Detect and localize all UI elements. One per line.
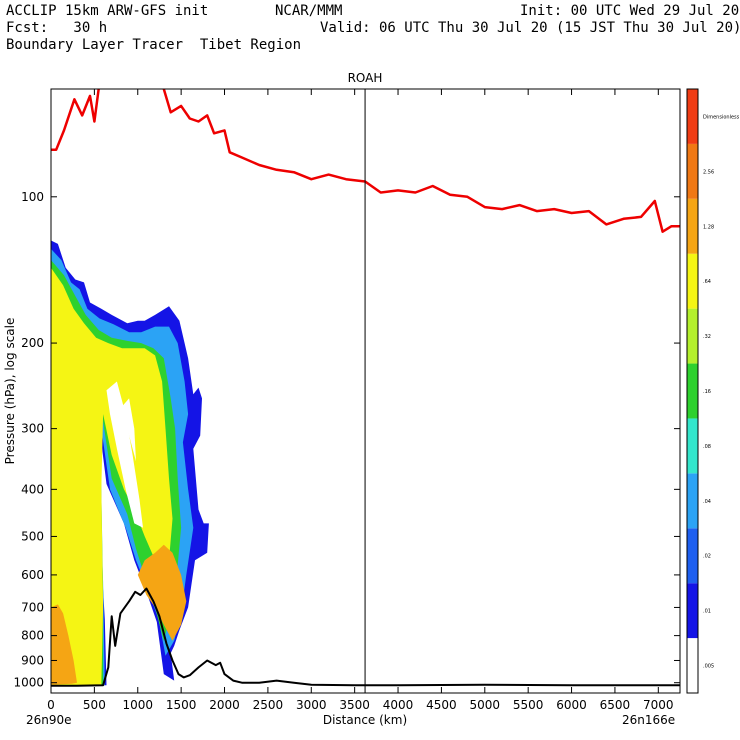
x-tick-label: 2000 [209, 698, 240, 712]
x-tick-label: 4000 [383, 698, 414, 712]
y-tick-label: 200 [21, 336, 44, 350]
x-tick-label: 6000 [556, 698, 587, 712]
field-name: Boundary Layer Tracer Tibet Region [6, 37, 302, 53]
x-tick-label: 3500 [339, 698, 370, 712]
tropopause-line [51, 89, 680, 233]
x-left-endpoint-label: 26n90e [26, 713, 72, 727]
colorbar-level-label: 1.28 [703, 224, 714, 230]
org-label: NCAR/MMM [275, 3, 343, 19]
colorbar-level-label: 2.56 [703, 169, 714, 175]
model-title: ACCLIP 15km ARW-GFS init [6, 3, 209, 19]
colorbar-level-label: .01 [703, 609, 711, 615]
y-tick-label: 500 [21, 529, 44, 543]
colorbar-swatch [687, 418, 698, 474]
y-tick-label: 800 [21, 629, 44, 643]
colorbar-level-label: .64 [703, 279, 711, 285]
colorbar-level-label: .16 [703, 389, 711, 395]
x-tick-label: 3000 [296, 698, 327, 712]
y-tick-label: 600 [21, 568, 44, 582]
y-tick-label: 1000 [13, 676, 44, 690]
colorbar-swatch [687, 89, 698, 144]
tracer-contour-3 [51, 267, 173, 686]
colorbar-level-label: Dimensionless [703, 114, 740, 120]
y-tick-label: 900 [21, 653, 44, 667]
x-tick-label: 5500 [513, 698, 544, 712]
y-tick-label: 100 [21, 190, 44, 204]
y-tick-label: 400 [21, 482, 44, 496]
colorbar-level-label: .08 [703, 444, 711, 450]
x-tick-label: 500 [83, 698, 106, 712]
colorbar-swatch [687, 308, 698, 364]
x-tick-label: 5000 [470, 698, 501, 712]
colorbar-swatch [687, 363, 698, 419]
tracer-contour-4 [137, 544, 187, 641]
colorbar-swatch [687, 528, 698, 584]
x-axis-title: Distance (km) [323, 713, 407, 727]
x-tick-label: 7000 [643, 698, 674, 712]
x-tick-label: 1500 [166, 698, 197, 712]
y-axis-title: Pressure (hPa), log scale [3, 318, 17, 465]
tracer-contour-6 [106, 381, 143, 528]
x-tick-label: 2500 [253, 698, 284, 712]
colorbar-swatch [687, 638, 698, 693]
y-tick-label: 700 [21, 600, 44, 614]
plot-frame [50, 88, 681, 694]
chart-title: ROAH [348, 71, 383, 85]
tracer-contour-7 [122, 398, 136, 462]
colorbar-legend: .005 .01 .02 .04 .08 .16 .32 .64 1.28 2.56 Dimensi… [686, 88, 740, 694]
terrain-line [51, 587, 680, 687]
colorbar-swatch [687, 253, 698, 309]
x-tick-label: 0 [47, 698, 55, 712]
x-right-endpoint-label: 26n166e [622, 713, 675, 727]
init-time: Init: 00 UTC Wed 29 Jul 20 [520, 3, 740, 19]
colorbar-swatch [687, 583, 698, 639]
valid-time: Valid: 06 UTC Thu 30 Jul 20 (15 JST Thu … [320, 20, 740, 36]
colorbar-level-label: .04 [703, 499, 711, 505]
x-tick-label: 4500 [426, 698, 457, 712]
x-tick-label: 1000 [122, 698, 153, 712]
colorbar-level-label: .02 [703, 554, 711, 560]
tracer-contour-5 [51, 604, 77, 685]
y-tick-label: 300 [21, 422, 44, 436]
colorbar-swatch [687, 473, 698, 529]
forecast-hour: Fcst: 30 h [6, 20, 108, 36]
colorbar-level-label: .32 [703, 334, 711, 340]
colorbar-swatch [687, 143, 698, 199]
colorbar-swatch [687, 198, 698, 254]
x-tick-label: 6500 [600, 698, 631, 712]
colorbar-frame [686, 88, 699, 694]
colorbar-level-label: .005 [703, 664, 714, 670]
